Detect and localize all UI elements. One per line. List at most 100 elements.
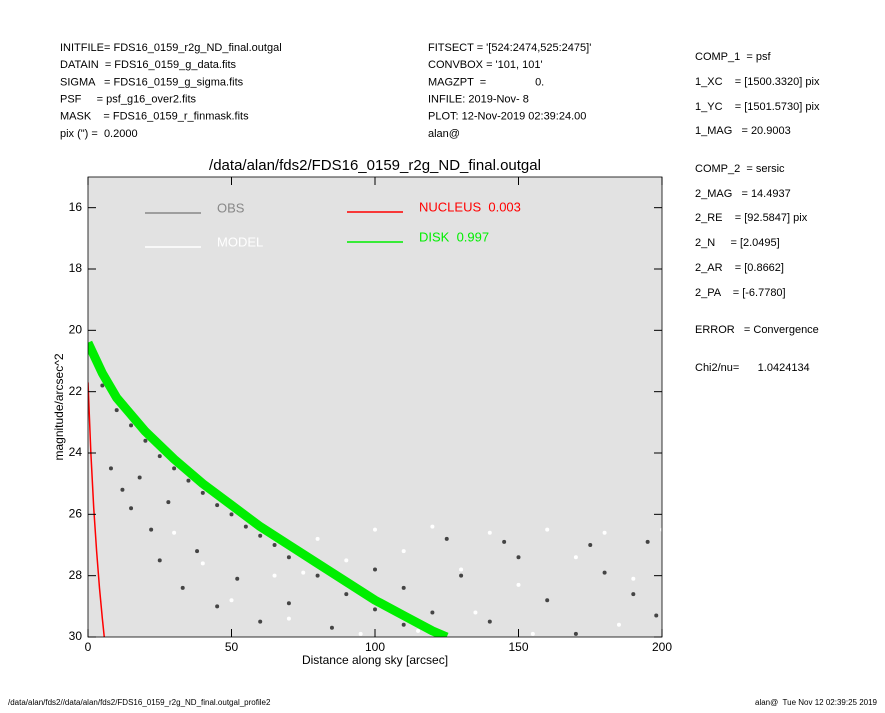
legend-label: DISK 0.997: [419, 229, 489, 244]
y-tick-label: 16: [69, 200, 83, 214]
param-line: COMP_2 = sersic: [695, 163, 785, 175]
data-point: [516, 582, 521, 587]
data-point: [602, 530, 607, 535]
data-point: [373, 567, 377, 572]
data-point: [459, 567, 464, 572]
param-line: ERROR = Convergence: [695, 324, 819, 336]
param-line: 2_RE = [92.5847] pix: [695, 212, 808, 224]
y-tick-label: 30: [69, 629, 83, 643]
data-point: [573, 555, 578, 560]
data-point: [487, 619, 492, 624]
data-point: [329, 625, 334, 630]
data-point: [120, 487, 125, 492]
data-point: [616, 622, 621, 627]
y-tick-label: 22: [69, 384, 83, 398]
y-tick-label: 18: [69, 261, 83, 275]
plot-area: [88, 177, 662, 637]
x-axis-label: Distance along sky [arcsec]: [302, 653, 448, 667]
data-point: [516, 555, 521, 560]
y-tick-label: 24: [69, 445, 83, 459]
data-point: [487, 530, 492, 535]
data-point: [149, 527, 154, 532]
data-point: [502, 539, 507, 544]
data-point: [645, 539, 650, 544]
data-point: [588, 543, 593, 547]
data-point: [229, 512, 234, 517]
data-point: [373, 607, 377, 612]
data-point: [430, 610, 435, 615]
data-point: [215, 503, 220, 508]
header-line: PSF = psf_g16_over2.fits: [60, 94, 197, 106]
data-point: [180, 585, 185, 590]
y-tick-label: 26: [69, 507, 83, 521]
y-axis-label: magnitude/arcsec^2: [52, 353, 66, 460]
param-line: COMP_1 = psf: [695, 51, 771, 63]
header-line: PLOT: 12-Nov-2019 02:39:24.00: [428, 111, 586, 123]
y-tick-label: 28: [69, 568, 83, 582]
data-point: [602, 570, 607, 575]
param-line: 1_XC = [1500.3320] pix: [695, 76, 820, 88]
data-point: [137, 475, 142, 480]
data-point: [108, 466, 113, 471]
param-line: 2_AR = [0.8662]: [695, 262, 784, 274]
data-point: [129, 423, 134, 428]
x-tick-label: 150: [508, 640, 528, 654]
data-point: [573, 631, 578, 636]
data-point: [631, 576, 636, 581]
param-line: 2_N = [2.0495]: [695, 237, 780, 249]
data-point: [473, 610, 478, 615]
header-line: SIGMA = FDS16_0159_g_sigma.fits: [60, 76, 244, 88]
data-point: [358, 631, 363, 636]
data-point: [660, 527, 662, 532]
data-point: [444, 536, 449, 541]
data-point: [654, 613, 659, 618]
data-point: [229, 598, 234, 603]
data-point: [344, 558, 349, 563]
data-point: [373, 527, 377, 532]
data-point: [200, 490, 205, 495]
header-line: INITFILE= FDS16_0159_r2g_ND_final.outgal: [60, 42, 282, 54]
data-point: [286, 601, 291, 606]
data-point: [258, 533, 263, 538]
data-point: [235, 576, 240, 581]
data-point: [143, 438, 148, 443]
x-tick-label: 0: [85, 640, 92, 654]
data-point: [200, 561, 205, 566]
data-point: [416, 628, 421, 633]
data-point: [272, 543, 277, 547]
legend-label: MODEL: [217, 234, 263, 249]
profile-line: [88, 340, 449, 637]
param-line: 1_MAG = 20.9003: [695, 125, 791, 137]
data-point: [401, 549, 406, 554]
data-point: [157, 454, 162, 459]
header-line: FITSECT = '[524:2474,525:2475]': [428, 42, 591, 54]
param-line: 2_PA = [-6.7780]: [695, 287, 786, 299]
data-point: [157, 558, 162, 563]
data-point: [631, 592, 636, 597]
header-line: DATAIN = FDS16_0159_g_data.fits: [60, 59, 236, 71]
data-point: [315, 536, 320, 541]
header-line: INFILE: 2019-Nov- 8: [428, 94, 529, 106]
legend-label: NUCLEUS 0.003: [419, 199, 521, 214]
data-point: [172, 530, 177, 535]
param-line: 1_YC = [1501.5730] pix: [695, 101, 820, 113]
data-point: [100, 383, 105, 388]
header-line: CONVBOX = '101, 101': [428, 59, 543, 71]
y-tick-label: 20: [69, 323, 83, 337]
data-point: [459, 573, 464, 578]
data-point: [286, 616, 291, 621]
x-tick-label: 100: [365, 640, 385, 654]
data-point: [166, 500, 171, 505]
data-point: [401, 622, 406, 627]
data-point: [114, 408, 119, 413]
header-line: alan@: [428, 128, 460, 140]
footer-left: /data/alan/fds2//data/alan/fds2/FDS16_01…: [8, 698, 271, 707]
data-point: [401, 585, 406, 590]
param-line: Chi2/nu= 1.0424134: [695, 362, 810, 374]
data-point: [545, 527, 550, 532]
data-point: [430, 524, 435, 529]
data-point: [530, 631, 535, 636]
data-point: [315, 573, 320, 578]
x-tick-label: 200: [652, 640, 672, 654]
